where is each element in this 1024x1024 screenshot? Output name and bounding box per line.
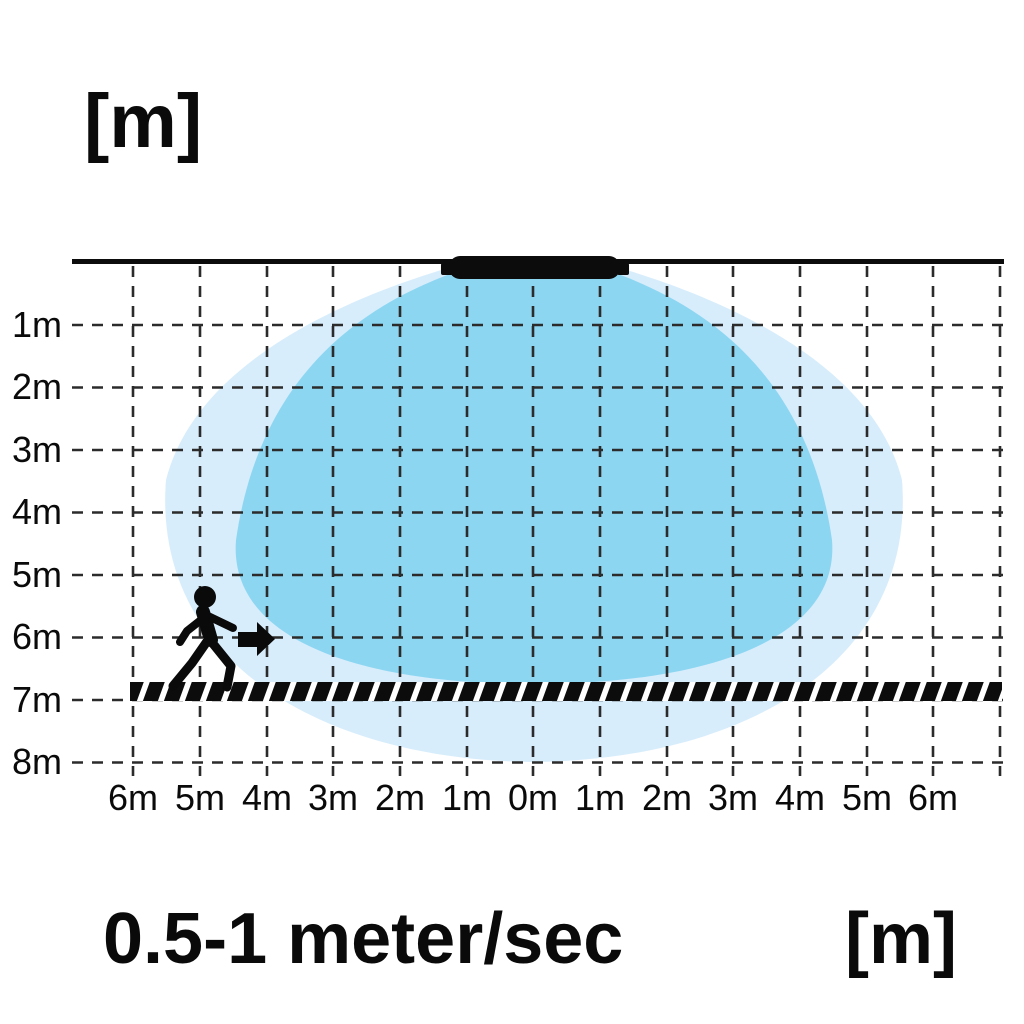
ceiling-sensor-icon — [441, 256, 629, 279]
y-axis-label: 7m — [11, 679, 62, 720]
x-axis-label: 4m — [774, 777, 825, 818]
x-axis-label: 3m — [707, 777, 758, 818]
x-axis-label: 5m — [841, 777, 892, 818]
x-axis-label: 3m — [307, 777, 358, 818]
right-arrow-icon — [238, 622, 275, 656]
x-axis-label: 6m — [907, 777, 958, 818]
x-axis-label: 0m — [507, 777, 558, 818]
x-axis-label: 6m — [107, 777, 158, 818]
unit-label-top: [m] — [84, 79, 203, 164]
y-axis-label: 1m — [11, 304, 62, 345]
x-axis-label: 2m — [641, 777, 692, 818]
x-axis-label: 1m — [441, 777, 492, 818]
x-axis-label: 4m — [241, 777, 292, 818]
y-axis-label: 3m — [11, 429, 62, 470]
y-axis-label: 2m — [11, 366, 62, 407]
x-axis-label: 2m — [374, 777, 425, 818]
x-axis-label: 5m — [174, 777, 225, 818]
y-axis-label: 6m — [11, 616, 62, 657]
walking-person-icon — [168, 586, 237, 692]
y-axis-label: 8m — [11, 741, 62, 782]
x-axis-label: 1m — [574, 777, 625, 818]
speed-label: 0.5-1 meter/sec — [103, 899, 624, 979]
unit-label-bottom: [m] — [845, 899, 957, 979]
detection-zone-inner — [235, 272, 833, 684]
floor-hatch-strip — [130, 682, 1002, 701]
y-axis-label: 5m — [11, 554, 62, 595]
y-axis-label: 4m — [11, 491, 62, 532]
